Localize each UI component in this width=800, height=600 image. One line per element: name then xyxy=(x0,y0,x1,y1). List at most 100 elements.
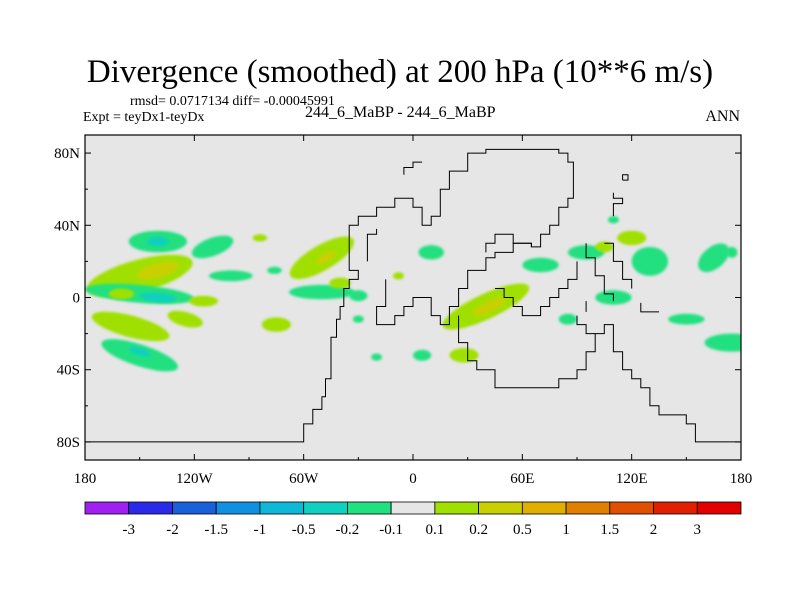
colorbar-box-4 xyxy=(259,501,305,515)
colorbar-box-14 xyxy=(696,501,742,515)
field-blob-26 xyxy=(449,348,479,363)
colorbar-box-12 xyxy=(609,501,654,515)
x-tick-label-6: 180 xyxy=(730,471,753,487)
colorbar-box-2 xyxy=(172,501,217,515)
rmsd-label: rmsd= xyxy=(130,94,166,109)
field-blob-22 xyxy=(392,272,404,280)
colorbar-box-0 xyxy=(84,501,130,515)
field-blob-1 xyxy=(146,237,169,247)
field-blob-21 xyxy=(418,245,444,260)
x-tick-label-2: 60W xyxy=(289,471,319,487)
field-blob-33 xyxy=(558,313,578,325)
field-blob-24 xyxy=(472,297,507,316)
field-blob-17 xyxy=(289,284,355,300)
coastline-6 xyxy=(604,242,633,289)
field-blob-29 xyxy=(595,241,614,253)
continent-outlines xyxy=(85,148,741,443)
colorbar-box-9 xyxy=(478,501,523,515)
field-blob-39 xyxy=(352,315,364,323)
y-tick-label-3: 40S xyxy=(57,363,80,379)
field-blob-19 xyxy=(349,290,368,302)
colorbar-label-3: -1 xyxy=(254,522,267,538)
field-blob-8 xyxy=(108,288,135,300)
field-blob-4 xyxy=(191,235,234,259)
field-blob-32 xyxy=(726,246,738,258)
field-blob-25 xyxy=(413,349,432,361)
season-label: ANN xyxy=(705,108,740,125)
field-blob-7 xyxy=(208,270,253,282)
field-blob-40 xyxy=(252,234,268,242)
field-blob-6 xyxy=(139,292,177,303)
coastline-3 xyxy=(576,315,596,335)
y-tick-label-0: 80N xyxy=(54,146,80,162)
colorbar-box-5 xyxy=(303,501,348,515)
field-blob-10 xyxy=(91,311,170,342)
field-blob-3 xyxy=(136,261,180,280)
colorbar-label-0: -3 xyxy=(122,522,135,538)
coastline-9 xyxy=(622,174,629,181)
field-blob-35 xyxy=(668,313,705,325)
colorbar-label-12: 2 xyxy=(650,522,658,538)
field-blob-18 xyxy=(329,277,352,289)
x-tick-label-5: 120E xyxy=(616,471,648,487)
field-blob-31 xyxy=(698,243,730,273)
colorbar-box-13 xyxy=(653,501,698,515)
colorbar-box-6 xyxy=(346,501,392,515)
colorbar-box-10 xyxy=(521,501,567,515)
coastline-1 xyxy=(458,315,741,443)
field-blob-14 xyxy=(261,317,291,332)
colorbar-box-3 xyxy=(215,501,261,515)
stats-line: rmsd= 0.0717134 diff= -0.00045991 xyxy=(130,94,335,110)
axis-ticks: 180 120W 60W 0 60E 120E 180 80N 40N 0 40S 80S xyxy=(54,135,752,487)
field-blob-20 xyxy=(267,266,282,275)
field-blob-27 xyxy=(522,257,559,273)
coastline-2 xyxy=(485,233,532,253)
field-blob-36 xyxy=(704,333,741,352)
colorbar-label-7: 0.1 xyxy=(425,522,444,538)
y-tick-label-1: 40N xyxy=(54,218,80,234)
colorbar-label-8: 0.2 xyxy=(469,522,488,538)
field-blob-38 xyxy=(371,353,383,361)
chart-title: Divergence (smoothed) at 200 hPa (10**6 … xyxy=(86,54,714,90)
colorbar-label-4: -0.5 xyxy=(292,522,316,538)
rmsd-value: 0.0717134 xyxy=(169,94,229,109)
colorbar-label-6: -0.1 xyxy=(379,522,403,538)
colorbar-label-11: 1.5 xyxy=(600,522,619,538)
colorbar-label-5: -0.2 xyxy=(336,522,360,538)
field-blob-37 xyxy=(617,230,647,246)
colorbar-box-11 xyxy=(565,501,611,515)
colorbar-box-7 xyxy=(390,501,436,515)
y-tick-label-2: 0 xyxy=(73,291,81,307)
x-tick-label-3: 0 xyxy=(409,471,417,487)
field-blob-16 xyxy=(315,251,336,265)
coastline-7 xyxy=(366,228,378,262)
field-blob-9 xyxy=(188,295,219,307)
x-tick-label-4: 60E xyxy=(510,471,534,487)
colorbar-label-2: -1.5 xyxy=(204,522,228,538)
y-tick-label-4: 80S xyxy=(57,435,80,451)
case-label: 244_6_MaBP - 244_6_MaBP xyxy=(305,104,496,121)
x-tick-label-0: 180 xyxy=(74,471,97,487)
x-tick-label-1: 120W xyxy=(176,471,214,487)
coastline-4 xyxy=(495,261,578,317)
colorbar: -3 -2 -1.5 -1 -0.5 -0.2 -0.1 0.1 0.2 0.5 1 1.5 2 3 xyxy=(84,501,742,538)
colorbar-label-13: 3 xyxy=(694,522,702,538)
field-blob-41 xyxy=(607,216,619,224)
colorbar-label-1: -2 xyxy=(166,522,179,538)
diff-value: -0.00045991 xyxy=(263,94,335,109)
field-blob-30 xyxy=(631,246,669,276)
field-blob-13 xyxy=(129,346,151,357)
diff-label: diff= xyxy=(232,94,261,109)
colorbar-label-10: 1 xyxy=(562,522,570,538)
colorbar-label-9: 0.5 xyxy=(513,522,532,538)
divergence-field xyxy=(85,216,741,372)
coastline-10 xyxy=(403,161,423,175)
coastline-5 xyxy=(585,243,614,302)
experiment-label: Expt = teyDx1-teyDx xyxy=(83,110,205,125)
coastline-8 xyxy=(612,192,624,217)
coastline-12 xyxy=(640,302,659,313)
colorbar-box-8 xyxy=(434,501,480,515)
coastline-0 xyxy=(85,148,574,443)
field-blob-11 xyxy=(167,310,203,328)
